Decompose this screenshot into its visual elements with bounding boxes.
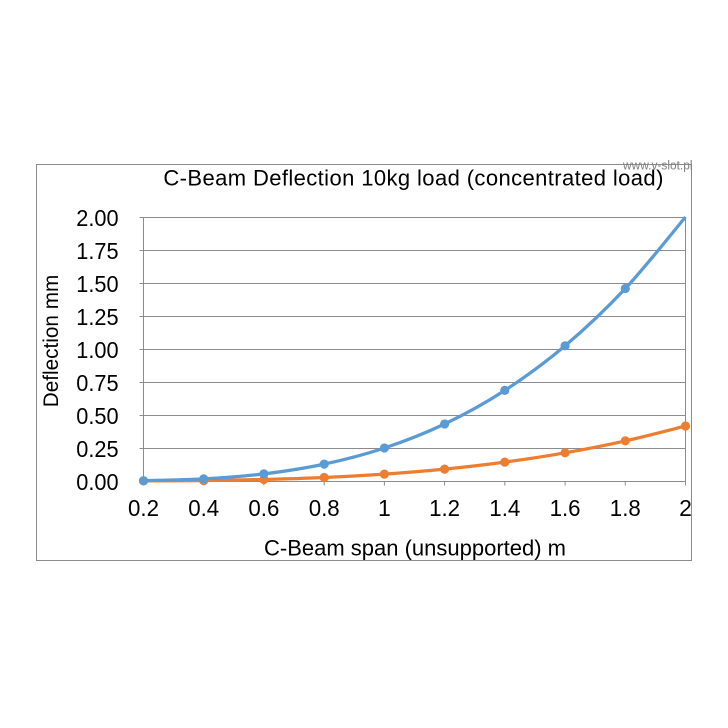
svg-text:0.75: 0.75 <box>76 370 118 396</box>
svg-text:1.4: 1.4 <box>489 495 520 521</box>
svg-text:1: 1 <box>378 495 391 521</box>
svg-text:1.50: 1.50 <box>76 271 118 297</box>
svg-text:0.6: 0.6 <box>248 495 279 521</box>
svg-text:1.2: 1.2 <box>429 495 460 521</box>
svg-text:www.v-slot.pl: www.v-slot.pl <box>622 158 693 173</box>
svg-text:1.75: 1.75 <box>76 238 118 264</box>
svg-text:0.00: 0.00 <box>76 469 118 495</box>
svg-text:Deflection mm: Deflection mm <box>39 275 63 408</box>
svg-text:0.2: 0.2 <box>128 495 159 521</box>
svg-text:2: 2 <box>679 495 692 521</box>
svg-text:C-Beam span (unsupported) m: C-Beam span (unsupported) m <box>264 536 566 561</box>
svg-text:C-Beam Deflection 10kg load (c: C-Beam Deflection 10kg load (concentrate… <box>163 166 663 191</box>
svg-text:0.25: 0.25 <box>76 436 118 462</box>
svg-text:2.00: 2.00 <box>76 205 118 231</box>
svg-text:1.6: 1.6 <box>550 495 581 521</box>
svg-text:1.25: 1.25 <box>76 304 118 330</box>
svg-text:0.50: 0.50 <box>76 403 118 429</box>
svg-text:0.4: 0.4 <box>188 495 219 521</box>
svg-text:0.8: 0.8 <box>309 495 340 521</box>
svg-text:1.00: 1.00 <box>76 337 118 363</box>
svg-text:1.8: 1.8 <box>610 495 641 521</box>
